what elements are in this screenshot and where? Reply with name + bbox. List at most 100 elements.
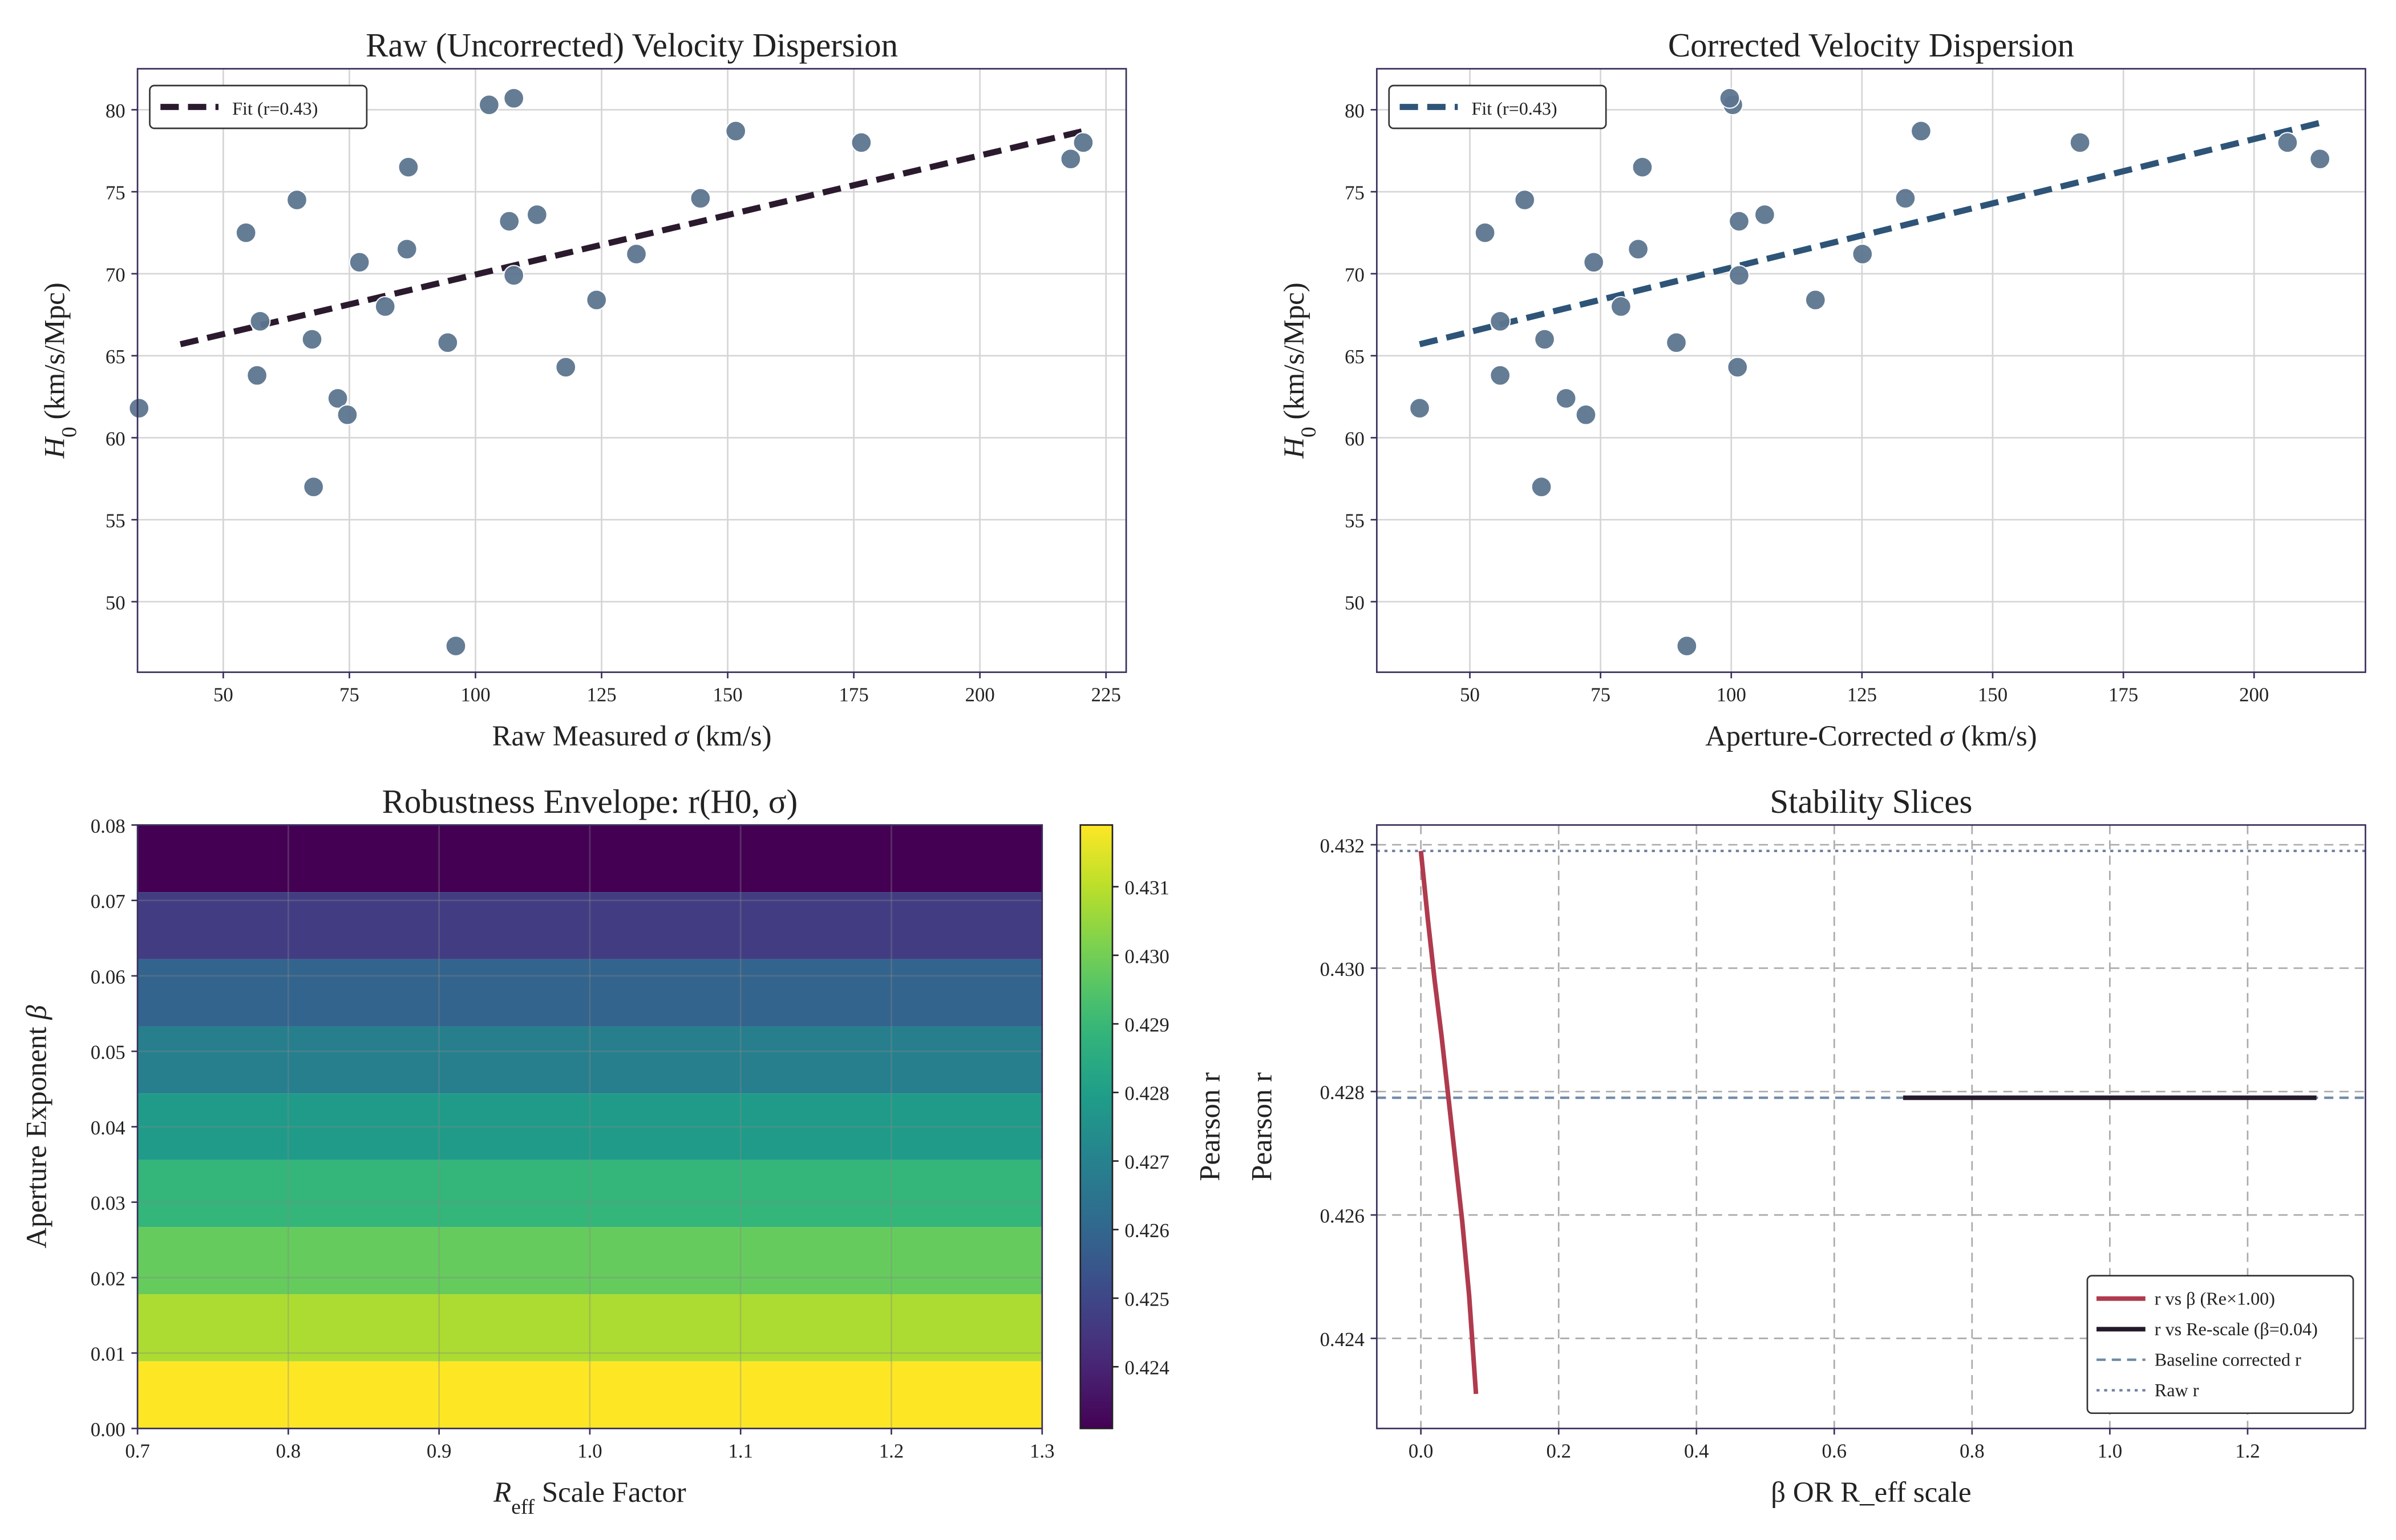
point xyxy=(1910,120,1932,142)
point xyxy=(1666,332,1687,354)
y-axis-label: Pearson r xyxy=(1246,1072,1278,1181)
point xyxy=(445,635,467,657)
point xyxy=(1534,329,1556,350)
y-tick-label: 65 xyxy=(1345,346,1365,368)
point xyxy=(337,404,358,425)
colorbar-tick-label: 0.426 xyxy=(1124,1219,1169,1242)
label-part: R xyxy=(493,1477,511,1509)
point xyxy=(2069,132,2091,153)
label-part: σ xyxy=(674,720,690,752)
x-tick-label: 0.2 xyxy=(1546,1440,1571,1462)
x-tick-label: 1.0 xyxy=(577,1440,602,1462)
heatmap-cell xyxy=(137,1160,1042,1227)
legend-label: Fit (r=0.43) xyxy=(1471,98,1557,119)
point xyxy=(374,295,396,317)
label-part: Aperture Exponent xyxy=(21,1020,52,1249)
x-tick-label: 75 xyxy=(339,683,359,706)
point xyxy=(499,210,520,232)
point xyxy=(1575,404,1597,425)
point xyxy=(1852,243,1873,265)
y-tick-label: 0.424 xyxy=(1320,1328,1365,1351)
x-tick-label: 200 xyxy=(2239,683,2269,706)
point xyxy=(1729,265,1750,286)
x-tick-label: 0.0 xyxy=(1409,1440,1434,1462)
x-tick-label: 100 xyxy=(460,683,490,706)
colorbar-tick-label: 0.425 xyxy=(1124,1288,1169,1310)
y-tick-label: 50 xyxy=(1345,591,1365,614)
label-part: 0 xyxy=(1297,427,1320,437)
heatmap-cell xyxy=(137,1093,1042,1160)
label-part: (km/s) xyxy=(689,720,772,752)
colorbar-tick-label: 0.428 xyxy=(1124,1083,1169,1105)
chart-title: Raw (Uncorrected) Velocity Dispersion xyxy=(366,26,898,64)
x-axis-label: Aperture-Corrected σ (km/s) xyxy=(1705,720,2037,752)
y-tick-label: 55 xyxy=(1345,510,1365,532)
y-tick-label: 50 xyxy=(106,591,126,614)
label-part: (km/s/Mpc) xyxy=(39,282,71,427)
point xyxy=(690,188,711,209)
heatmap-cell xyxy=(137,1026,1042,1094)
label-part: 0 xyxy=(58,427,81,437)
label-part: (km/s/Mpc) xyxy=(1278,282,1310,427)
point xyxy=(1628,238,1649,260)
point xyxy=(1632,156,1653,178)
point xyxy=(128,398,150,419)
point xyxy=(1060,148,1082,170)
colorbar-label: Pearson r xyxy=(1195,1072,1227,1181)
point xyxy=(1727,356,1749,378)
x-tick-label: 100 xyxy=(1717,683,1746,706)
colorbar xyxy=(1079,824,1114,1429)
x-tick-label: 125 xyxy=(1847,683,1877,706)
point xyxy=(1804,289,1826,311)
x-tick-label: 175 xyxy=(2108,683,2138,706)
label-part: Raw Measured xyxy=(492,720,674,752)
x-axis-label: Reff Scale Factor xyxy=(493,1477,686,1519)
y-tick-label: 60 xyxy=(1345,428,1365,450)
x-tick-label: 50 xyxy=(213,683,233,706)
x-tick-label: 0.6 xyxy=(1822,1440,1847,1462)
heatmap-cell xyxy=(137,1294,1042,1361)
y-tick-label: 0.428 xyxy=(1320,1081,1365,1104)
colorbar-tick-label: 0.429 xyxy=(1124,1014,1169,1036)
legend-box xyxy=(149,84,368,129)
x-axis-label: Raw Measured σ (km/s) xyxy=(492,720,772,752)
colorbar-tick-label: 0.431 xyxy=(1124,877,1169,899)
y-tick-label: 75 xyxy=(106,182,126,204)
point xyxy=(235,222,257,244)
y-tick-label: 80 xyxy=(1345,100,1365,122)
axes-frame xyxy=(1376,824,2366,1429)
y-tick-label: 0.00 xyxy=(91,1419,126,1441)
x-tick-label: 0.8 xyxy=(276,1440,301,1462)
fit-line xyxy=(179,128,1084,347)
point xyxy=(1474,222,1496,244)
point xyxy=(526,204,548,225)
chart-title: Stability Slices xyxy=(1770,783,1972,820)
legend-label: Raw r xyxy=(2155,1380,2199,1400)
y-tick-label: 0.04 xyxy=(91,1117,126,1139)
point xyxy=(1676,635,1698,657)
x-tick-label: 150 xyxy=(713,683,742,706)
legend-label: Fit (r=0.43) xyxy=(232,98,318,119)
point xyxy=(1490,310,1511,332)
x-tick-label: 150 xyxy=(1978,683,2008,706)
point xyxy=(286,189,307,211)
legend-box xyxy=(1388,84,1607,129)
heatmap-cell xyxy=(137,959,1042,1027)
point xyxy=(2277,132,2298,153)
point xyxy=(1729,210,1750,232)
y-axis-label: H0 (km/s/Mpc) xyxy=(39,282,82,459)
x-tick-label: 0.7 xyxy=(125,1440,150,1462)
point xyxy=(1895,188,1916,209)
heatmap-cell xyxy=(137,825,1042,893)
point xyxy=(301,329,323,350)
y-tick-label: 75 xyxy=(1345,182,1365,204)
y-tick-label: 60 xyxy=(106,428,126,450)
point xyxy=(503,265,525,286)
colorbar-tick-label: 0.430 xyxy=(1124,945,1169,967)
y-tick-label: 0.07 xyxy=(91,890,126,913)
point xyxy=(1072,132,1094,153)
y-tick-label: 70 xyxy=(1345,264,1365,286)
point xyxy=(1409,398,1431,419)
